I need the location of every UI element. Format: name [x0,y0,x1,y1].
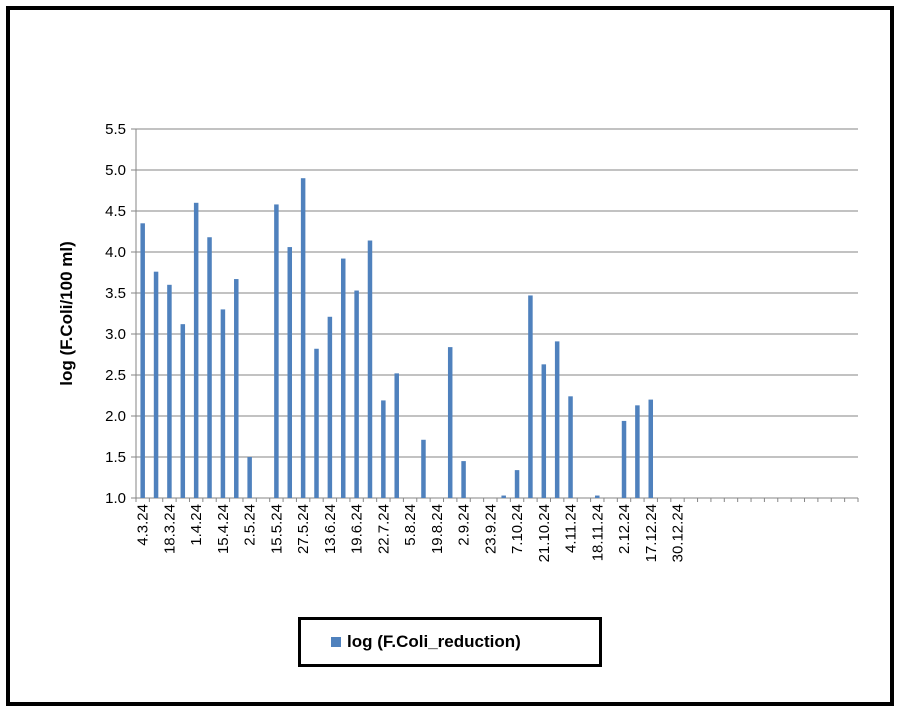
bar [234,279,239,498]
y-tick-label: 5.5 [105,121,126,138]
bar [327,316,333,498]
x-tick-label: 27.5.24 [295,504,312,554]
legend: log (F.Coli_reduction) [298,617,602,667]
x-tick-label: 1.4.24 [188,504,205,546]
bar [274,204,279,498]
x-tick-label: 13.6.24 [322,504,339,554]
bar [180,324,186,498]
bar [447,347,453,498]
bar [514,470,520,498]
bar [140,223,145,499]
x-tick-label: 2.12.24 [616,504,633,554]
bar [381,400,386,498]
bar [621,420,627,498]
x-tick-label: 19.6.24 [349,504,366,554]
y-tick-label: 5.0 [105,162,126,179]
x-tick-label: 2.9.24 [456,504,473,546]
bar [314,348,319,498]
x-tick-label: 15.5.24 [268,504,285,554]
bar [554,341,560,498]
bar [568,396,573,498]
x-tick-label: 19.8.24 [429,504,446,554]
bar [367,240,373,498]
bar [635,405,640,498]
legend-label: log (F.Coli_reduction) [347,632,521,651]
x-tick-label: 5.8.24 [402,504,419,546]
y-tick-label: 2.0 [105,408,126,425]
y-tick-label: 1.0 [105,490,126,507]
y-tick-label: 4.5 [105,203,126,220]
y-tick-label: 3.5 [105,285,126,302]
bar [461,461,466,498]
bar [340,258,346,498]
y-tick-label: 4.0 [105,244,126,261]
x-tick-label: 18.3.24 [161,504,178,554]
bar [394,373,399,498]
x-tick-label: 21.10.24 [536,504,553,562]
x-tick-label: 7.10.24 [509,504,526,554]
x-tick-label: 15.4.24 [215,504,232,554]
bar [247,457,252,498]
bar [207,237,212,499]
bar [541,364,547,498]
bar [421,439,426,498]
bar [220,309,226,498]
legend-swatch [331,637,341,647]
x-tick-label: 4.3.24 [135,504,152,546]
bar [300,178,306,498]
bar [167,284,172,498]
bar [153,271,159,498]
x-tick-label: 17.12.24 [643,504,660,562]
bar [501,495,506,498]
bar [354,290,359,498]
bar [287,247,293,498]
y-axis-title: log (F.Coli/100 ml) [57,241,76,386]
x-tick-label: 2.5.24 [242,504,259,546]
x-tick-label: 23.9.24 [482,504,499,554]
x-tick-label: 30.12.24 [670,504,687,562]
x-tick-label: 18.11.24 [589,504,606,561]
bar [648,399,654,498]
x-tick-label: 4.11.24 [563,504,580,553]
y-tick-label: 2.5 [105,367,126,384]
y-tick-label: 3.0 [105,326,126,343]
x-tick-label: 22.7.24 [375,504,392,554]
bar [528,295,533,498]
y-tick-label: 1.5 [105,449,126,466]
bar [193,202,199,499]
bar [595,495,600,498]
